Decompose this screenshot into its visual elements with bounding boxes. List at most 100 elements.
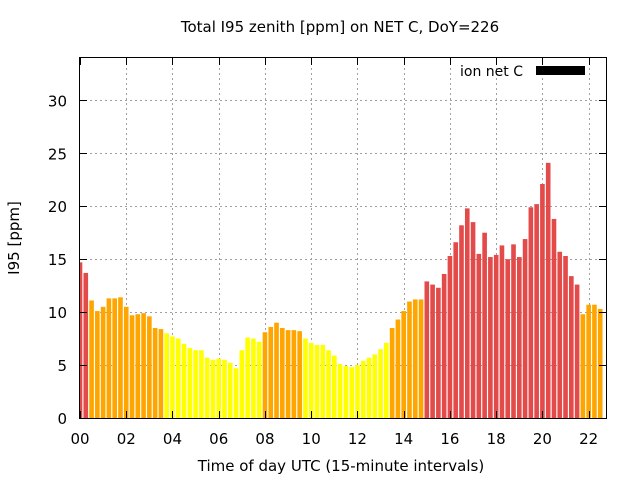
bar (343, 366, 349, 418)
plot-border (79, 57, 607, 419)
bar (574, 284, 580, 418)
bar (181, 343, 187, 418)
bar (470, 222, 476, 418)
x-tick-label: 08 (255, 430, 274, 448)
bar (453, 242, 459, 418)
bar (112, 298, 117, 418)
x-tick-label: 16 (440, 430, 459, 448)
x-tick-label: 10 (302, 430, 321, 448)
y-axis-label: I95 [ppm] (5, 201, 23, 275)
bar (482, 232, 487, 418)
x-tick-label: 02 (117, 430, 136, 448)
bar (314, 344, 320, 418)
bar (222, 359, 227, 418)
x-tick-label: 04 (163, 430, 182, 448)
bar (389, 328, 395, 418)
bar (569, 276, 574, 418)
bar (303, 338, 308, 418)
bar (580, 314, 586, 418)
bar (586, 304, 591, 418)
bar (412, 299, 418, 418)
bar (540, 184, 545, 418)
x-tick-label: 18 (487, 430, 506, 448)
bar (360, 360, 366, 418)
bar (493, 254, 499, 418)
bar (83, 272, 89, 418)
bar (129, 315, 135, 418)
bar (251, 338, 256, 418)
x-tick-label: 22 (579, 430, 598, 448)
bar (516, 257, 522, 418)
bar (233, 368, 239, 418)
y-tick-label: 20 (48, 198, 67, 216)
bar (193, 350, 198, 418)
bar (308, 342, 314, 418)
chart-title: Total I95 zenith [ppm] on NET C, DoY=226 (180, 18, 499, 36)
bar (268, 326, 274, 418)
y-tick-label: 0 (57, 410, 67, 428)
bar (158, 329, 164, 418)
bar (401, 311, 407, 418)
bar (216, 358, 222, 418)
y-tick-label: 30 (48, 92, 67, 110)
bar (418, 299, 424, 418)
bar (407, 301, 412, 418)
bar (118, 297, 123, 418)
x-axis-label: Time of day UTC (15-minute intervals) (197, 457, 484, 475)
bar (522, 239, 528, 418)
legend: ion net C (460, 64, 585, 80)
bar (285, 330, 291, 418)
bar (372, 354, 378, 418)
bar (274, 322, 279, 418)
bar (262, 332, 268, 418)
bar (164, 333, 170, 418)
bar (505, 259, 511, 418)
legend-label: ion net C (460, 64, 523, 80)
bar (355, 365, 360, 418)
bar (337, 364, 343, 418)
bar (320, 344, 326, 418)
x-tick-label: 20 (533, 430, 552, 448)
bar (476, 253, 482, 418)
bar (291, 330, 297, 418)
bar (488, 257, 493, 418)
bar (175, 338, 181, 418)
bar (297, 331, 302, 418)
bar (424, 281, 430, 418)
bar (332, 355, 337, 418)
bar (256, 341, 262, 418)
bar (528, 207, 534, 418)
bar (534, 204, 539, 418)
x-tick-label: 12 (348, 430, 367, 448)
bar (95, 311, 100, 418)
y-tick-label: 10 (48, 304, 67, 322)
bar (170, 336, 175, 418)
bar (199, 350, 204, 418)
bar (545, 162, 551, 418)
bar (152, 328, 158, 418)
bar (89, 300, 94, 418)
bar (210, 359, 216, 418)
bar (135, 314, 141, 418)
bar (227, 362, 233, 418)
x-tick-label: 00 (70, 430, 89, 448)
bar (245, 337, 250, 418)
bar (349, 367, 354, 418)
bar (557, 251, 563, 418)
bar (511, 244, 516, 418)
bar (597, 308, 603, 418)
y-tick-label: 5 (57, 357, 67, 375)
bar (106, 298, 112, 418)
bar (384, 342, 389, 418)
bar (366, 357, 372, 418)
bar (123, 306, 129, 418)
x-tick-label: 14 (394, 430, 413, 448)
bar (441, 274, 447, 418)
bar (326, 350, 331, 418)
y-tick-label: 15 (48, 251, 67, 269)
bar (592, 304, 597, 418)
bar (378, 349, 383, 418)
bars (80, 162, 603, 418)
x-tick-label: 06 (209, 430, 228, 448)
